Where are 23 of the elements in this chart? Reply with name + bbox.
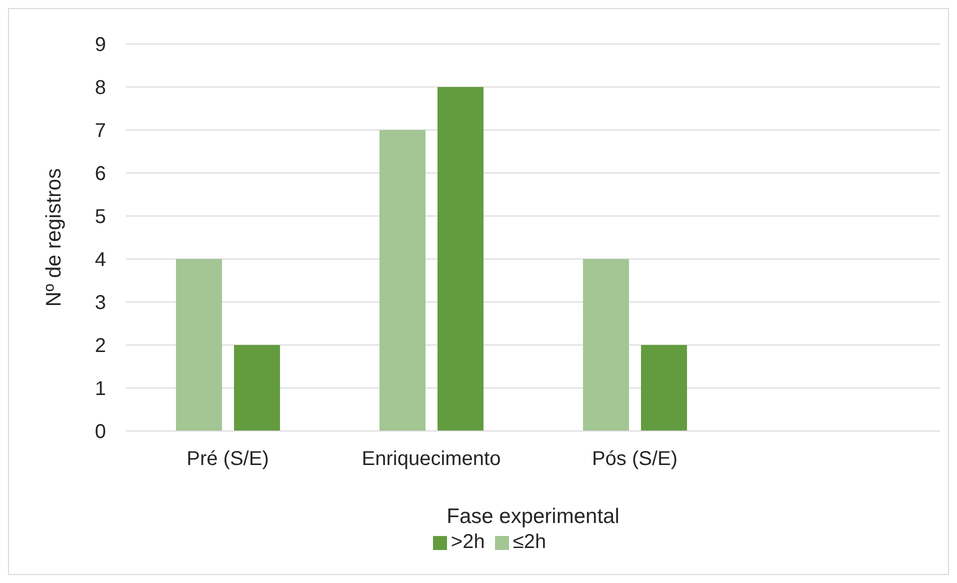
y-tick-label: 3 [94, 292, 106, 314]
y-tick-label: 7 [94, 120, 106, 142]
y-tick-label: 5 [94, 206, 106, 228]
y-tick-label: 4 [94, 249, 106, 272]
y-tick-label: 2 [94, 335, 106, 358]
bar [380, 130, 426, 431]
bar [176, 259, 222, 431]
y-tick-label: 1 [94, 378, 106, 400]
y-tick-label: 6 [94, 163, 106, 186]
x-tick-label: Enriquecimento [362, 448, 501, 470]
bar [438, 87, 484, 431]
x-tick-label: Pré (S/E) [186, 448, 269, 470]
bar [641, 345, 687, 431]
y-tick-label: 8 [94, 77, 106, 100]
y-tick-label: 9 [94, 34, 106, 56]
bar [234, 345, 280, 431]
x-tick-label: Pós (S/E) [592, 448, 678, 470]
legend-label: >2h [450, 531, 485, 553]
y-tick-label: 0 [94, 421, 106, 444]
bar [583, 259, 629, 431]
x-axis-title: Fase experimental [446, 505, 620, 528]
legend-label: ≤2h [512, 531, 546, 553]
y-axis-title: Nº de registros [42, 168, 66, 307]
